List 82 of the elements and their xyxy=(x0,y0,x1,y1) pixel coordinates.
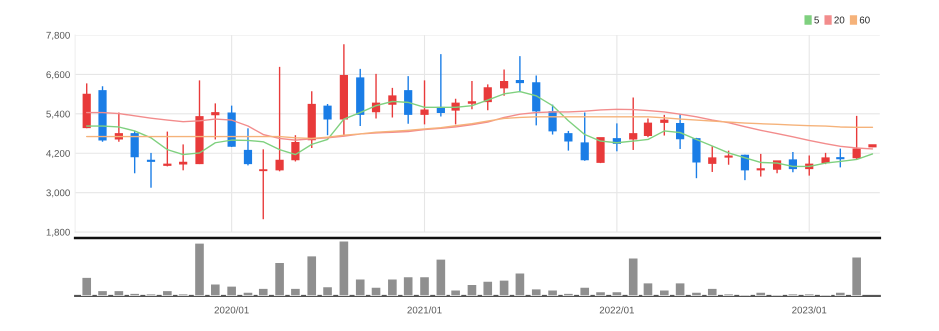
bar xyxy=(435,258,447,296)
bar xyxy=(210,283,221,296)
candlestick xyxy=(146,152,156,188)
bar xyxy=(226,285,238,296)
bar xyxy=(755,291,766,296)
x-tick-label: 2023/01 xyxy=(792,306,826,314)
candlestick xyxy=(692,137,701,179)
candlestick xyxy=(580,112,589,162)
bar xyxy=(354,278,366,296)
y-tick-label: 6,600 xyxy=(46,71,70,80)
candlestick xyxy=(564,130,572,152)
bar xyxy=(450,289,462,296)
bar xyxy=(162,290,174,296)
bar xyxy=(498,279,510,296)
candlestick xyxy=(836,148,844,168)
bar xyxy=(258,287,269,296)
bar xyxy=(290,287,302,296)
bar xyxy=(658,289,670,296)
y-tick-label: 5,400 xyxy=(46,110,70,119)
bar xyxy=(722,293,734,296)
bar xyxy=(546,289,558,296)
candlestick xyxy=(179,144,188,172)
bar xyxy=(466,284,478,296)
bar xyxy=(274,262,286,296)
candlestick xyxy=(130,130,139,174)
candlestick xyxy=(500,68,508,97)
bar xyxy=(113,290,125,296)
candlestick xyxy=(323,103,332,136)
candlestick xyxy=(163,130,172,168)
y-tick-label: 3,000 xyxy=(46,189,70,198)
candlestick xyxy=(708,145,716,173)
candlestick xyxy=(259,148,268,220)
x-tick-label: 2021/01 xyxy=(407,306,442,314)
candlestick xyxy=(275,66,284,172)
legend-label: 60 xyxy=(860,16,870,24)
legend-label: 20 xyxy=(834,16,844,24)
bar xyxy=(690,291,702,296)
candlestick xyxy=(244,128,252,166)
candlestick xyxy=(644,118,652,138)
bar xyxy=(562,292,574,296)
bar xyxy=(402,276,414,296)
bar xyxy=(482,280,494,296)
bar xyxy=(706,287,718,296)
bar xyxy=(386,278,398,296)
bar xyxy=(370,286,382,296)
bar xyxy=(128,292,140,296)
bar xyxy=(642,282,654,296)
bar xyxy=(306,254,318,296)
candlestick xyxy=(660,114,668,136)
x-tick-label: 2022/01 xyxy=(600,306,634,314)
bar xyxy=(787,293,799,296)
candlestick xyxy=(211,102,220,140)
x-tick-label: 2020/01 xyxy=(214,306,249,314)
candlestick xyxy=(404,75,412,124)
candlestick xyxy=(724,150,733,166)
y-tick-label: 4,200 xyxy=(46,150,70,158)
candlestick xyxy=(756,153,765,178)
candlestick xyxy=(629,96,638,151)
bar xyxy=(834,291,846,296)
candlestick xyxy=(516,55,524,93)
bar xyxy=(96,290,108,296)
bar xyxy=(628,257,639,296)
candlestick xyxy=(852,115,861,160)
bar xyxy=(674,282,686,296)
bar xyxy=(81,276,92,296)
bar xyxy=(804,293,815,296)
bar xyxy=(322,286,334,296)
y-tick-label: 7,800 xyxy=(46,32,70,40)
bar xyxy=(177,293,189,296)
bar xyxy=(530,288,542,296)
candlestick xyxy=(484,84,492,111)
bar xyxy=(194,242,206,296)
candlestick xyxy=(468,80,476,110)
bar xyxy=(514,272,526,296)
candlestick xyxy=(420,80,429,126)
bar xyxy=(579,286,590,296)
bar xyxy=(418,276,430,296)
legend-label: 5 xyxy=(814,16,819,24)
y-tick-label: 1,800 xyxy=(46,228,70,237)
bar xyxy=(338,240,350,296)
bar xyxy=(850,256,862,296)
bar xyxy=(611,290,623,296)
